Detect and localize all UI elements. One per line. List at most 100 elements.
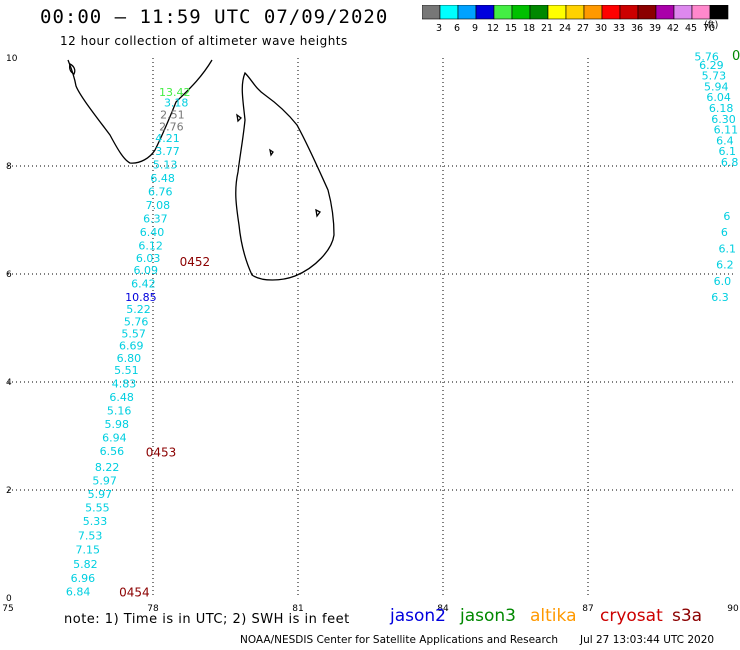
legend-label: 27 bbox=[577, 23, 589, 34]
wave-height-reading: 6.56 bbox=[100, 445, 125, 458]
wave-height-reading: 6 bbox=[723, 210, 730, 223]
x-tick-label: 90 bbox=[727, 604, 739, 614]
legend-label: 24 bbox=[559, 23, 571, 34]
pass-time-label: 0454 bbox=[119, 585, 150, 599]
y-tick-label: 4 bbox=[6, 378, 12, 388]
wave-height-reading: 5.22 bbox=[126, 303, 151, 316]
coastline bbox=[67, 59, 335, 281]
altimeter-track: 13.423.182.512.764.213.775.136.486.767.0… bbox=[66, 49, 740, 599]
footnote: note: 1) Time is in UTC; 2) SWH is in fe… bbox=[64, 612, 350, 627]
pass-time-label: 0453 bbox=[146, 446, 177, 460]
wave-height-reading: 6.48 bbox=[150, 172, 175, 185]
wave-height-reading: 5.33 bbox=[83, 515, 108, 528]
x-tick-label: 78 bbox=[147, 604, 159, 614]
wave-height-reading: 5.98 bbox=[105, 418, 130, 431]
y-tick-label: 8 bbox=[6, 162, 12, 172]
legend-label: 15 bbox=[505, 23, 517, 34]
wave-height-reading: 6.40 bbox=[140, 226, 165, 239]
legend-label: 45 bbox=[685, 23, 697, 34]
pass-time-label: 0452 bbox=[180, 255, 211, 269]
mission-label: jason3 bbox=[460, 606, 516, 626]
coast-islet bbox=[315, 208, 321, 218]
generation-timestamp: Jul 27 13:03:44 UTC 2020 bbox=[580, 634, 715, 646]
wave-height-reading: 5.82 bbox=[73, 558, 98, 571]
mission-label: altika bbox=[530, 606, 577, 626]
wave-height-reading: 6.69 bbox=[119, 340, 144, 353]
y-tick-label: 0 bbox=[6, 594, 12, 604]
wave-height-reading: 6.18 bbox=[709, 102, 734, 115]
wave-height-reading: 5.76 bbox=[124, 315, 149, 328]
wave-height-reading: 6.29 bbox=[699, 59, 724, 72]
color-legend: 3 6 9 12 15 18 21 24 27 30 33 36 39 42 45 70 bbox=[422, 5, 729, 34]
wave-height-reading: 6.12 bbox=[138, 240, 163, 253]
legend-label: 9 bbox=[472, 23, 478, 34]
mission-label: s3a bbox=[672, 606, 703, 626]
wave-height-reading: 0 bbox=[732, 49, 740, 64]
wave-height-reading: 6.8 bbox=[721, 156, 739, 169]
legend-label: 18 bbox=[523, 23, 535, 34]
legend-label: 33 bbox=[613, 23, 625, 34]
wave-height-reading: 6.1 bbox=[719, 145, 737, 158]
wave-height-reading: 6.30 bbox=[711, 113, 736, 126]
legend-label: 6 bbox=[454, 23, 460, 34]
map-subtitle: 12 hour collection of altimeter wave hei… bbox=[60, 34, 348, 48]
legend-unit: (ft) bbox=[704, 20, 719, 31]
wave-height-reading: 5.13 bbox=[153, 159, 178, 172]
wave-height-reading: 4.83 bbox=[112, 377, 137, 390]
wave-height-reading: 6.09 bbox=[134, 264, 159, 277]
india-coastline bbox=[67, 59, 213, 164]
legend-label: 39 bbox=[649, 23, 661, 34]
wave-height-reading: 6.48 bbox=[109, 391, 134, 404]
wave-height-reading: 6.04 bbox=[706, 91, 731, 104]
wave-height-reading: 5.16 bbox=[107, 404, 132, 417]
y-tick-label: 10 bbox=[6, 54, 18, 64]
wave-height-reading: 6.1 bbox=[719, 242, 737, 255]
x-tick-label: 84 bbox=[437, 604, 449, 614]
coast-islet bbox=[236, 113, 242, 123]
legend-label: 36 bbox=[631, 23, 643, 34]
coast-islet bbox=[269, 148, 274, 157]
wave-height-reading: 3.77 bbox=[155, 145, 180, 158]
mission-label: jason2 bbox=[390, 606, 446, 626]
wave-height-reading: 6.2 bbox=[716, 259, 734, 272]
wave-height-reading: 6.37 bbox=[143, 213, 168, 226]
credit-organization: NOAA/NESDIS Center for Satellite Applica… bbox=[240, 634, 558, 646]
wave-height-reading: 2.76 bbox=[159, 120, 184, 133]
axis-tick-labels: 75 78 81 84 87 90 0 2 4 6 8 10 bbox=[2, 54, 739, 614]
wave-height-reading: 10.85 bbox=[125, 291, 157, 304]
wave-height-reading: 5.97 bbox=[92, 475, 117, 488]
wave-height-reading: 7.15 bbox=[76, 544, 101, 557]
wave-height-reading: 7.08 bbox=[146, 199, 171, 212]
legend-label: 42 bbox=[667, 23, 679, 34]
x-tick-label: 81 bbox=[292, 604, 303, 614]
legend-label: 21 bbox=[541, 23, 553, 34]
wave-height-reading: 3.18 bbox=[164, 97, 189, 110]
sri-lanka-coastline bbox=[235, 71, 335, 281]
wave-height-reading: 6.42 bbox=[131, 278, 156, 291]
wave-height-reading: 6.80 bbox=[117, 352, 142, 365]
wave-height-reading: 5.76 bbox=[694, 51, 719, 64]
wave-height-reading: 6.11 bbox=[714, 124, 739, 137]
wave-height-reading: 5.97 bbox=[88, 488, 113, 501]
legend-swatch bbox=[709, 5, 729, 20]
wave-height-reading: 5.55 bbox=[85, 502, 110, 515]
wave-height-reading: 6.0 bbox=[714, 275, 732, 288]
legend-label: 3 bbox=[436, 23, 442, 34]
wave-height-reading: 6.96 bbox=[71, 572, 96, 585]
wave-height-reading: 5.73 bbox=[702, 70, 727, 83]
wave-height-reading: 5.51 bbox=[114, 364, 139, 377]
wave-height-reading: 5.57 bbox=[121, 328, 146, 341]
wave-height-reading: 7.53 bbox=[78, 530, 103, 543]
wave-height-reading: 6 bbox=[721, 226, 728, 239]
legend-label: 30 bbox=[595, 23, 607, 34]
wave-height-reading: 8.22 bbox=[95, 461, 120, 474]
wave-height-reading: 2.51 bbox=[160, 108, 185, 121]
wave-height-reading: 6.3 bbox=[711, 291, 729, 304]
wave-height-reading: 4.21 bbox=[155, 132, 180, 145]
india-island bbox=[68, 63, 76, 75]
wave-height-reading: 6.4 bbox=[716, 134, 734, 147]
wave-height-reading: 6.94 bbox=[102, 431, 127, 444]
legend-label: 70 bbox=[703, 23, 715, 34]
x-tick-label: 75 bbox=[2, 604, 13, 614]
